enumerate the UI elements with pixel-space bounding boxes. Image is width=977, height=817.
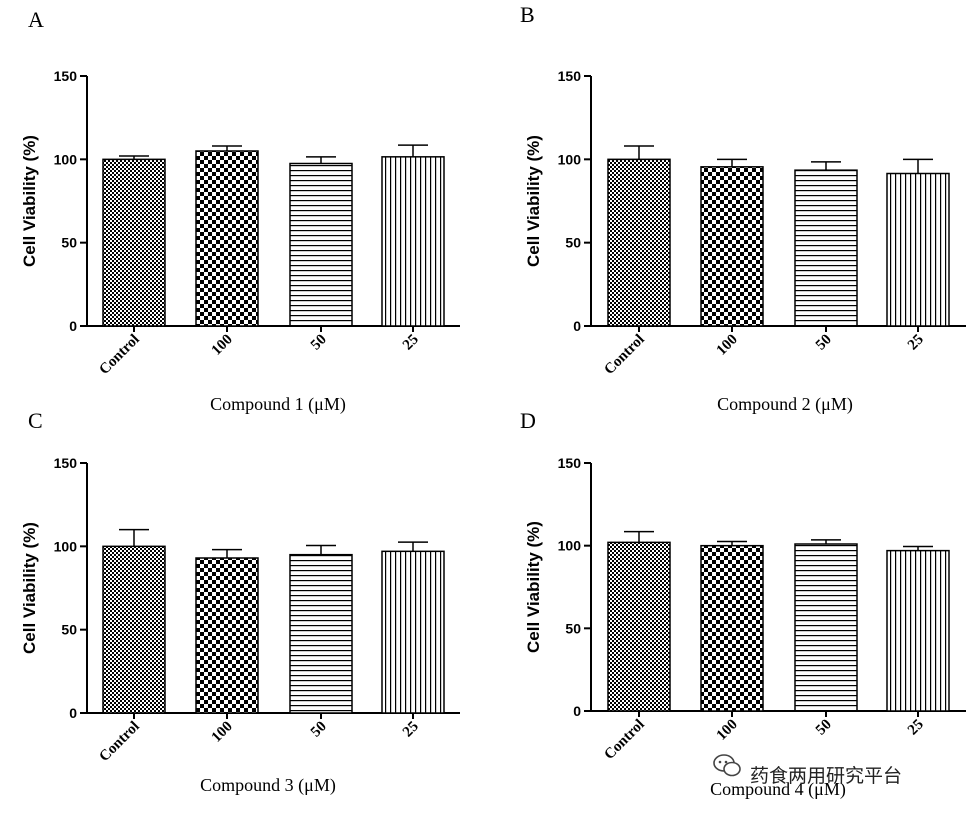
bar-50 [289,553,353,714]
x-tick-label: 100 [714,332,741,359]
y-axis-label: Cell Viability (%) [20,135,39,267]
wechat-icon [713,754,741,777]
bar-control [102,545,166,714]
y-tick-label: 100 [54,538,78,554]
panel-letter: D [520,408,536,433]
y-tick-label: 0 [573,318,581,334]
bar-25 [886,172,950,327]
x-tick-label: 25 [400,332,422,354]
chart-panel-b: B 0 50 100 150 Cell Viability (%) Control 100 50… [520,2,966,415]
bar-25 [886,549,950,712]
y-tick-label: 0 [573,703,581,719]
x-tick-label: 100 [209,332,236,359]
watermark: 药食两用研究平台 [713,754,902,787]
bar-control [607,541,671,712]
x-axis-label: Compound 2 (μM) [717,394,853,415]
panel-letter: A [28,7,44,32]
panel-letter: C [28,408,43,433]
y-tick-label: 0 [69,318,77,334]
y-tick-label: 150 [54,68,78,84]
bar-100 [195,557,259,714]
x-tick-label: 50 [308,719,330,741]
bar-control [102,158,166,327]
y-tick-label: 50 [565,235,581,251]
x-tick-label: Control [601,332,647,378]
y-tick-label: 100 [558,151,582,167]
chart-panel-c: C 0 50 100 150 Cell Viability (%) Control 100 50… [20,408,460,796]
chart-panel-a: A 0 50 100 150 Cell Viability (%) Control 100 50… [20,7,460,415]
bar-50 [794,169,858,327]
x-tick-label: 100 [209,719,236,746]
y-tick-label: 50 [61,235,77,251]
bar-25 [381,550,445,714]
y-axis-label: Cell Viability (%) [524,521,543,653]
y-tick-label: 150 [54,455,78,471]
y-axis-label: Cell Viability (%) [20,522,39,654]
x-tick-label: 25 [905,717,927,739]
bar-50 [289,162,353,327]
x-tick-label: 25 [905,332,927,354]
y-tick-label: 50 [61,622,77,638]
y-tick-label: 150 [558,68,582,84]
y-tick-label: 150 [558,455,582,471]
bar-50 [794,543,858,712]
y-tick-label: 100 [558,538,582,554]
y-axis-label: Cell Viability (%) [524,135,543,267]
bar-control [607,158,671,327]
x-tick-label: 50 [813,332,835,354]
x-tick-label: 50 [813,717,835,739]
x-axis-label: Compound 3 (μM) [200,775,336,796]
x-tick-label: 50 [308,332,330,354]
y-tick-label: 0 [69,705,77,721]
x-tick-label: Control [96,719,142,765]
chart-panel-d: D 0 50 100 150 Cell Viability (%) Control 100 50… [520,408,966,800]
x-tick-label: Control [601,717,647,763]
y-tick-label: 50 [565,620,581,636]
bar-25 [381,156,445,327]
y-tick-label: 100 [54,151,78,167]
watermark-text: 药食两用研究平台 [750,765,902,787]
x-tick-label: 100 [714,717,741,744]
panel-letter: B [520,2,535,27]
x-tick-label: 25 [400,719,422,741]
x-axis-label: Compound 1 (μM) [210,394,346,415]
bar-100 [700,544,764,712]
bar-100 [700,166,764,327]
x-tick-label: Control [96,332,142,378]
x-axis-label: Compound 4 (μM) [710,779,846,800]
bar-100 [195,150,259,327]
